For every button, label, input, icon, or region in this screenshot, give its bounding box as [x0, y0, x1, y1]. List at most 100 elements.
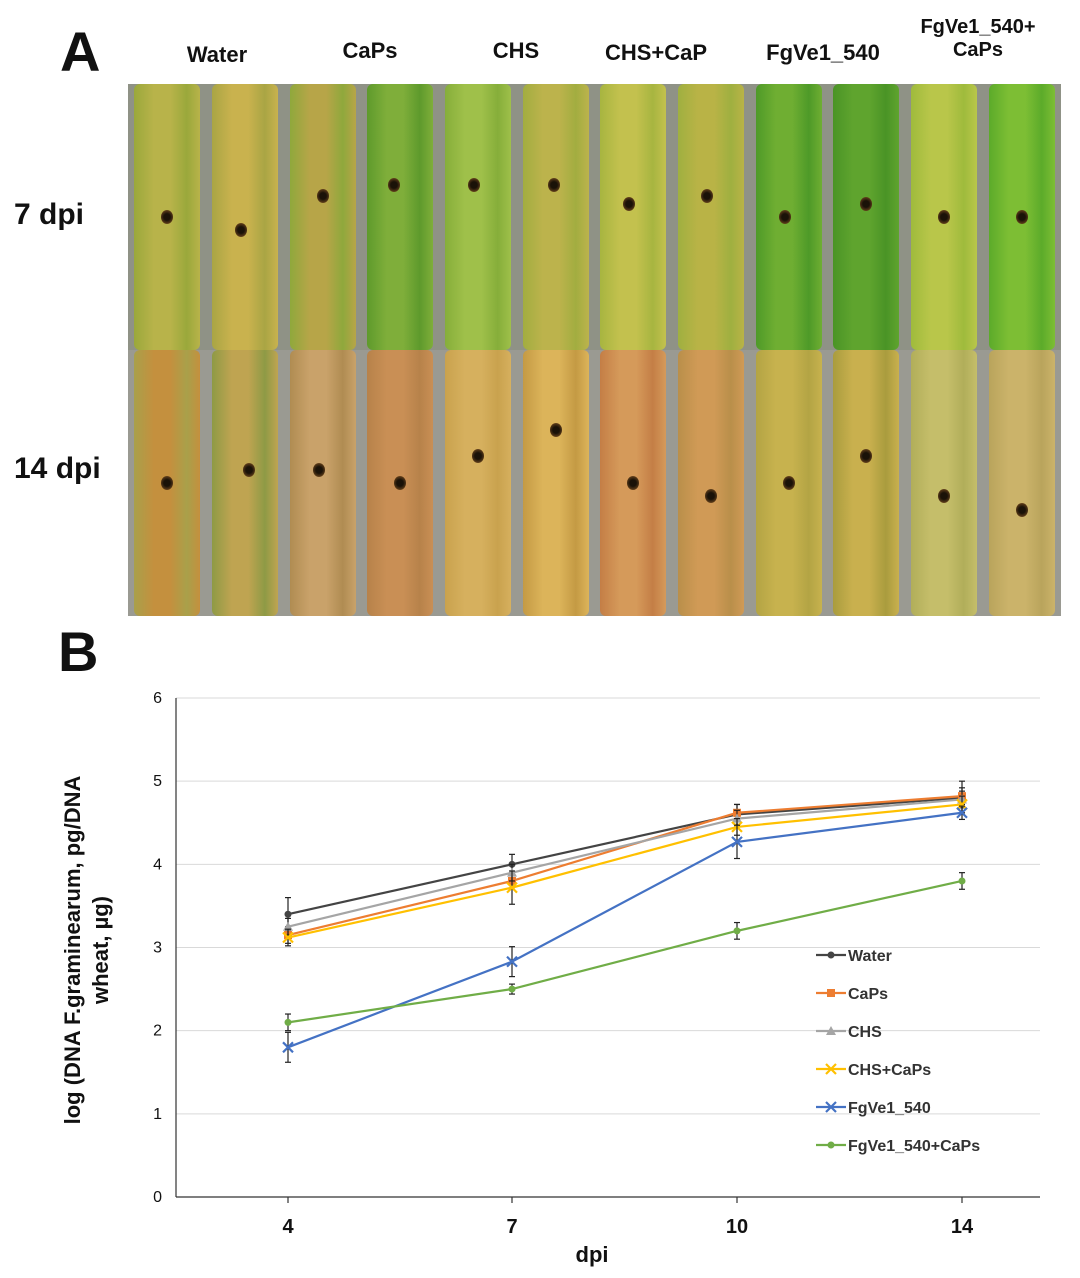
lesion-spot — [471, 449, 484, 464]
lesion-spot — [937, 489, 950, 504]
x-tick-label: 4 — [282, 1216, 294, 1238]
leaf-photo-7dpi-3 — [283, 84, 362, 350]
leaf-photo-7dpi-1 — [128, 84, 207, 350]
leaf-blade — [444, 84, 511, 350]
series-line-chs-caps — [287, 803, 963, 939]
legend-label-chs-caps: CHS+CaPs — [848, 1062, 931, 1079]
leaf-photo-14dpi-1 — [128, 350, 207, 616]
lesion-spot — [701, 188, 714, 203]
y-tick-label: 4 — [153, 856, 162, 873]
leaf-photo-7dpi-11 — [904, 84, 984, 350]
data-point — [956, 806, 968, 819]
leaf-photo-14dpi-8 — [671, 350, 751, 616]
leaf-blade — [367, 84, 434, 350]
data-point — [827, 989, 835, 997]
lesion-spot — [161, 210, 174, 224]
lesion-spot — [1015, 210, 1028, 224]
leaf-photo-14dpi-11 — [904, 350, 984, 616]
leaf-photo-14dpi-10 — [827, 350, 906, 616]
x-tick-label: 7 — [506, 1216, 517, 1238]
leaf-blade — [211, 84, 278, 350]
leaf-photo-7dpi-9 — [749, 84, 828, 350]
leaf-photo-14dpi-12 — [982, 350, 1061, 616]
panel-b-letter: B — [58, 620, 99, 683]
x-tick-label: 14 — [951, 1216, 974, 1238]
leaf-blade — [677, 350, 744, 616]
y-axis-title-line2: wheat, µg) — [88, 896, 113, 1005]
series-line-fgve1-540-caps — [287, 879, 963, 1024]
column-label-fgve1-caps: FgVe1_540+ CaPs — [898, 16, 1058, 62]
legend-label-fgve1-540-caps: FgVe1_540+CaPs — [848, 1138, 980, 1155]
leaf-photo-7dpi-5 — [438, 84, 518, 350]
legend-label-fgve1-540: FgVe1_540 — [848, 1100, 931, 1117]
column-label-chs: CHS — [492, 38, 540, 63]
data-point — [733, 927, 741, 935]
data-point — [283, 921, 293, 931]
leaf-photo-14dpi-5 — [438, 350, 518, 616]
lesion-spot — [1015, 502, 1028, 517]
lesion-spot — [316, 188, 329, 203]
lesion-spot — [549, 422, 562, 437]
legend-label-water: Water — [848, 948, 892, 965]
lesion-spot — [312, 462, 325, 477]
leaf-blade — [600, 84, 667, 350]
row-label-7dpi: 7 dpi — [14, 198, 85, 231]
data-point — [825, 1063, 837, 1075]
y-tick-label: 3 — [153, 940, 162, 957]
y-axis-title-line1: log (DNA F.graminearum, pg/DNA — [60, 776, 85, 1125]
leaf-blade — [289, 350, 356, 616]
leaf-photo-14dpi-9 — [749, 350, 828, 616]
lesion-spot — [242, 462, 255, 477]
lesion-spot — [704, 489, 717, 504]
column-label-fgve1: FgVe1_540 — [766, 40, 880, 65]
data-point — [506, 955, 518, 968]
lesion-spot — [860, 196, 873, 211]
leaf-blade — [444, 350, 511, 616]
lesion-spot — [161, 476, 174, 490]
leaf-photo-7dpi-7 — [594, 84, 673, 350]
lesion-spot — [623, 196, 636, 211]
lesion-spot — [548, 178, 561, 193]
y-tick-label: 6 — [153, 690, 162, 707]
leaf-blade — [522, 84, 589, 350]
y-tick-label: 0 — [153, 1189, 162, 1206]
leaf-photo-14dpi-7 — [594, 350, 673, 616]
data-point — [284, 1018, 292, 1026]
leaf-photo-14dpi-4 — [361, 350, 440, 616]
lesion-spot — [394, 476, 407, 490]
lesion-spot — [778, 210, 791, 224]
series-line-water — [287, 796, 963, 916]
series-line-fgve1-540 — [287, 811, 963, 1049]
y-tick-label: 2 — [153, 1023, 162, 1040]
leaf-blade — [833, 84, 900, 350]
leaf-photo-7dpi-8 — [671, 84, 751, 350]
y-tick-label: 1 — [153, 1106, 162, 1123]
lesion-spot — [627, 476, 640, 490]
legend-label-chs: CHS — [848, 1024, 882, 1041]
leaf-photo-7dpi-10 — [827, 84, 906, 350]
leaf-photo-7dpi-6 — [516, 84, 595, 350]
x-axis-title: dpi — [576, 1242, 609, 1267]
panel-a-letter: A — [60, 20, 101, 83]
leaf-photo-7dpi-2 — [205, 84, 285, 350]
leaf-blade — [289, 84, 356, 350]
y-tick-label: 5 — [153, 773, 162, 790]
leaf-photo-7dpi-12 — [982, 84, 1061, 350]
leaf-blade — [522, 350, 589, 616]
column-label-chs-cap: CHS+CaP — [604, 40, 708, 65]
row-label-14dpi: 14 dpi — [14, 452, 101, 485]
leaf-blade — [910, 350, 977, 616]
leaf-photo-7dpi-4 — [361, 84, 440, 350]
data-point — [282, 931, 294, 944]
column-label-fgve1-caps-line1: FgVe1_540+ — [920, 16, 1036, 38]
data-point — [284, 910, 292, 918]
lesion-spot — [468, 178, 481, 193]
data-point — [827, 1141, 835, 1149]
leaf-photo-grid — [128, 84, 1061, 616]
legend-label-caps: CaPs — [848, 986, 888, 1003]
column-label-water: Water — [186, 42, 248, 67]
lesion-spot — [860, 449, 873, 464]
leaf-blade — [677, 84, 744, 350]
data-point — [958, 877, 966, 885]
